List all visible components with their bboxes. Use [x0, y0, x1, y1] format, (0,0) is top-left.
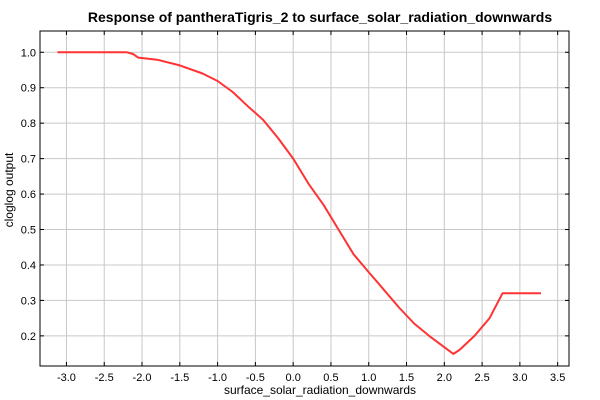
y-tick-label: 0.7 [21, 154, 36, 166]
grid [40, 31, 569, 366]
x-tick-label: -3.0 [57, 372, 76, 384]
y-tick-label: 0.3 [21, 295, 36, 307]
y-axis-label: cloglog output [2, 152, 16, 228]
x-axis-label: surface_solar_radiation_downwards [223, 383, 417, 397]
x-tick-label: 2.0 [437, 372, 452, 384]
y-tick-label: 0.4 [21, 260, 36, 272]
x-tick-label: 3.0 [512, 372, 527, 384]
x-tick-label: 1.5 [399, 372, 414, 384]
chart-title: Response of pantheraTigris_2 to surface_… [87, 9, 553, 25]
series-line [57, 51, 541, 355]
y-tick-label: 0.8 [21, 118, 36, 130]
x-tick-label: -0.5 [246, 372, 265, 384]
y-tick-label: 0.5 [21, 225, 36, 237]
x-tick-label: 3.5 [550, 372, 565, 384]
x-tick-label: 0.0 [286, 372, 301, 384]
x-tick-label: 2.5 [474, 372, 489, 384]
y-tick-label: 0.9 [21, 83, 36, 95]
y-tick-label: 1.0 [21, 47, 36, 59]
y-tick-label: 0.6 [21, 189, 36, 201]
x-tick-label: -2.0 [133, 372, 152, 384]
x-tick-label: 1.0 [361, 372, 376, 384]
x-tick-label: -2.5 [95, 372, 114, 384]
ticks: -3.0 -2.5 -2.0 -1.5 -1.0 -0.5 0.0 0.5 1.0 1.5 2.0 2… [21, 31, 569, 384]
y-tick-label: 0.2 [21, 331, 36, 343]
x-tick-label: -1.5 [170, 372, 189, 384]
x-tick-label: -1.0 [208, 372, 227, 384]
series [57, 51, 541, 355]
x-tick-label: 0.5 [323, 372, 338, 384]
plot-frame [39, 30, 570, 367]
